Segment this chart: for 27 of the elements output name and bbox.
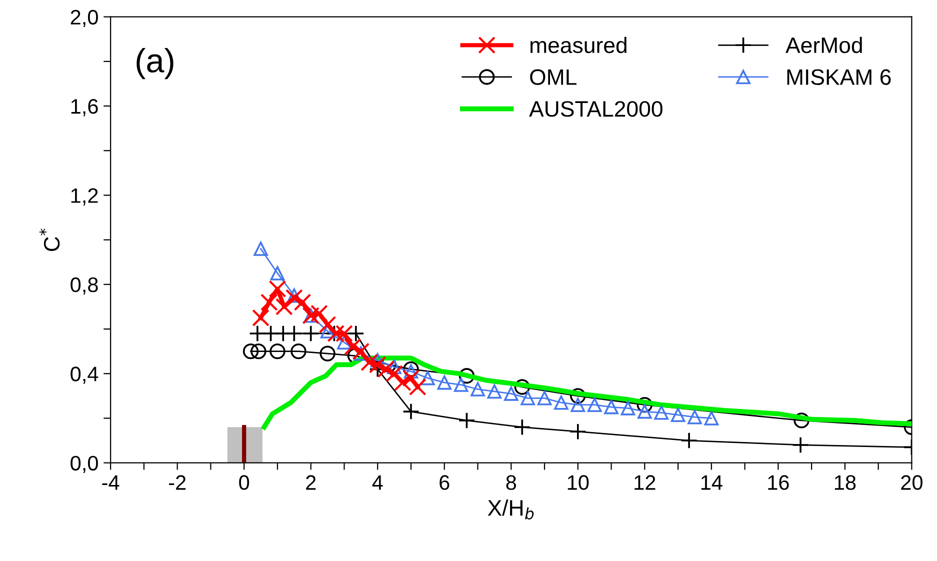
legend-label: AerMod (786, 36, 862, 54)
x-tick-label: 16 (768, 475, 789, 490)
legend-label: AUSTAL2000 (529, 101, 662, 117)
x-tick-label: 18 (834, 475, 856, 490)
legend-label: measured (530, 36, 626, 54)
annotation: (a) (136, 48, 174, 80)
x-tick-label: 10 (568, 475, 589, 490)
y-axis-title: C$^{*}$ (39, 228, 60, 252)
legend-label: MISKAM 6 (787, 69, 891, 85)
y-tick-label: 0,4 (70, 366, 98, 384)
x-tick-label: 6 (440, 475, 450, 490)
x-tick-label: -4 (102, 475, 120, 490)
x-axis-title: X/H$_{b}$ (488, 499, 534, 520)
x-tick-label: 0 (239, 475, 250, 490)
x-tick-label: -2 (168, 475, 186, 490)
x-tick-label: 8 (506, 475, 516, 490)
y-tick-label: 0,0 (70, 456, 98, 474)
y-tick-label: 1,2 (71, 188, 98, 206)
y-tick-label: 1,6 (71, 99, 98, 116)
y-tick-label: 2,0 (70, 10, 98, 28)
y-tick-label: 0,8 (70, 277, 98, 295)
x-tick-label: 14 (701, 475, 722, 490)
x-tick-label: 20 (901, 475, 922, 490)
x-tick-label: 4 (372, 475, 383, 490)
x-tick-label: 2 (306, 475, 316, 490)
x-tick-label: 12 (634, 475, 656, 490)
legend-label: OML (530, 69, 576, 85)
